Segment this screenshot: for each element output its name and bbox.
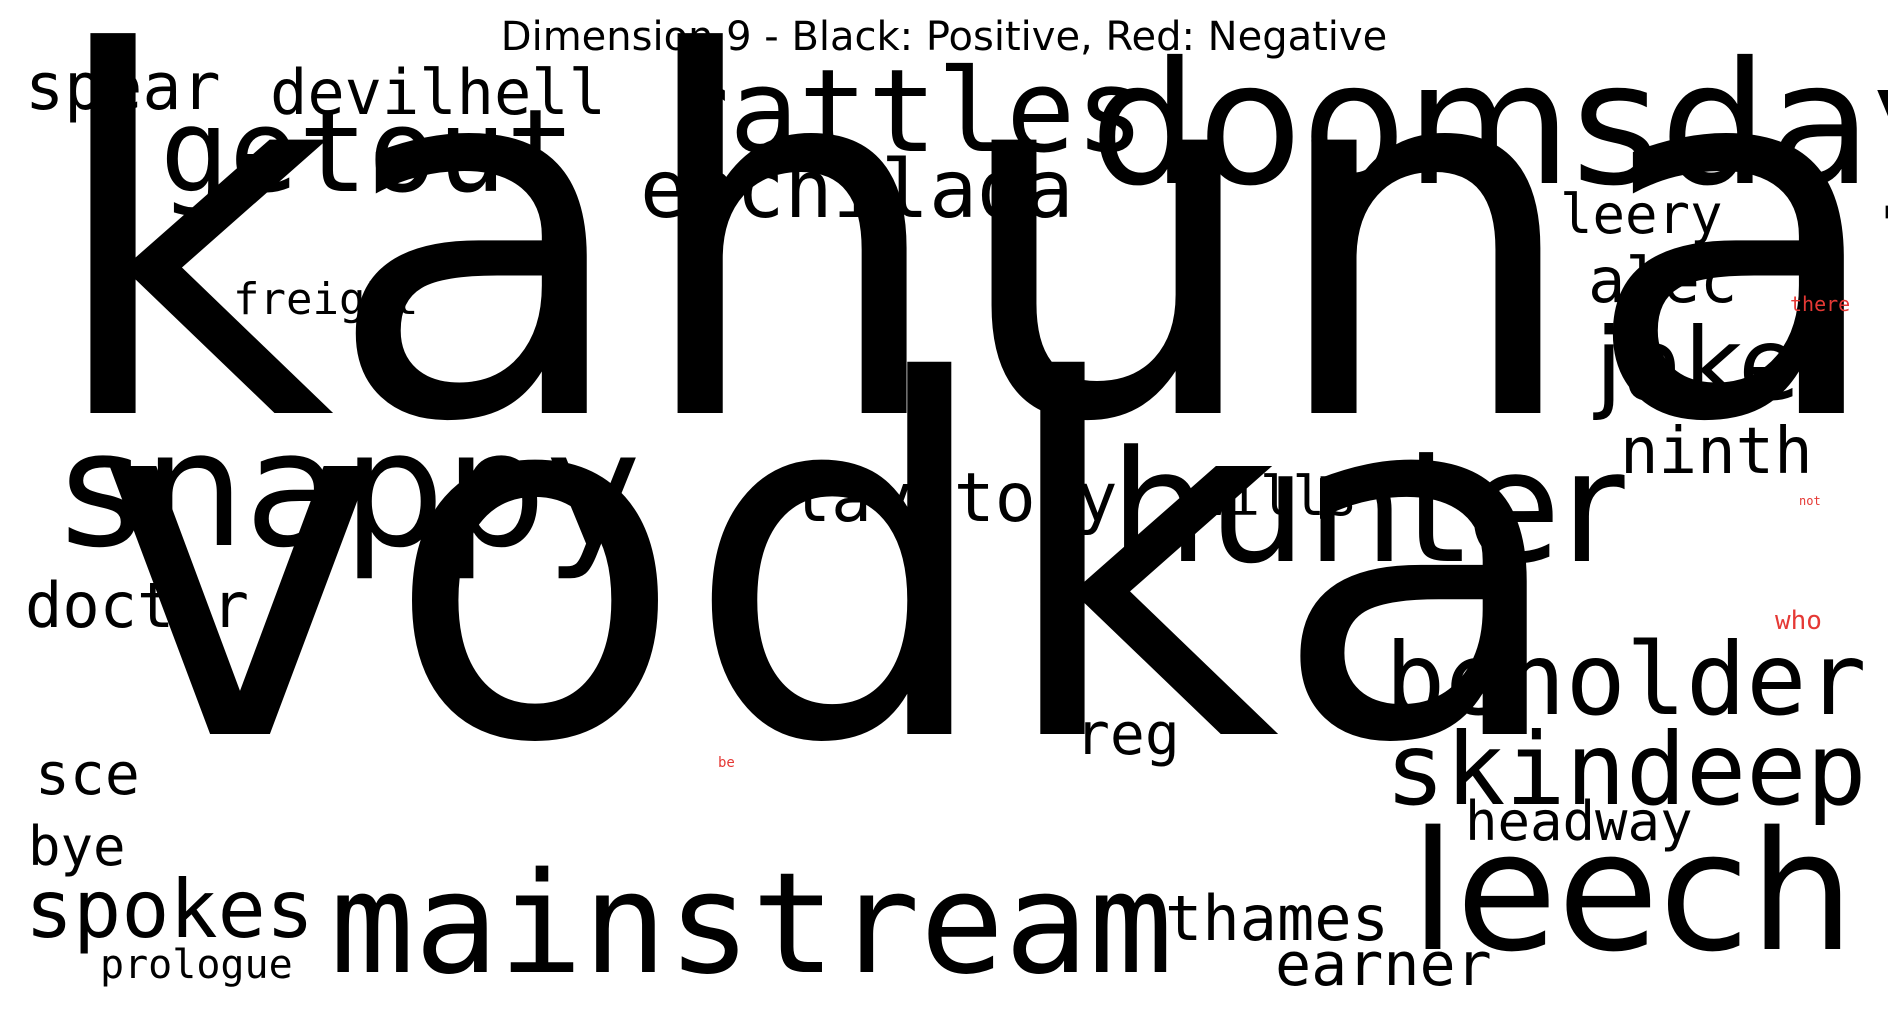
- word-doomsday: doomsday: [1090, 40, 1888, 210]
- word-lavatory: lavatory: [790, 465, 1118, 533]
- word-prologue: prologue: [100, 945, 293, 985]
- word-spear: spear: [25, 55, 221, 120]
- word-there: there: [1790, 294, 1850, 314]
- word-jake: jake: [1595, 315, 1800, 415]
- word-be: be: [718, 756, 735, 770]
- word-sce: sce: [35, 745, 140, 803]
- word-headway: headway: [1465, 795, 1693, 849]
- word-who: who: [1775, 608, 1822, 634]
- word-enchilada: enchilada: [640, 150, 1073, 230]
- word-freight: freight: [233, 278, 418, 322]
- word-earner: earner: [1275, 935, 1492, 995]
- word-ninth: ninth: [1620, 420, 1813, 484]
- word-alec: alec: [1588, 250, 1737, 312]
- word-mainstream: mainstream: [330, 855, 1173, 995]
- word-wills: wills: [1195, 470, 1358, 524]
- word-leery: leery: [1560, 188, 1723, 242]
- word-bye: bye: [28, 820, 126, 874]
- word-doctor: doctor: [25, 575, 249, 637]
- word-devilhell: devilhell: [270, 62, 606, 124]
- word-snappy: snappy: [60, 410, 641, 570]
- word-spokes: spokes: [25, 870, 314, 950]
- word-reg: reg: [1075, 705, 1180, 763]
- word-hunter: hunter: [1110, 430, 1625, 585]
- word-not: not: [1799, 495, 1821, 507]
